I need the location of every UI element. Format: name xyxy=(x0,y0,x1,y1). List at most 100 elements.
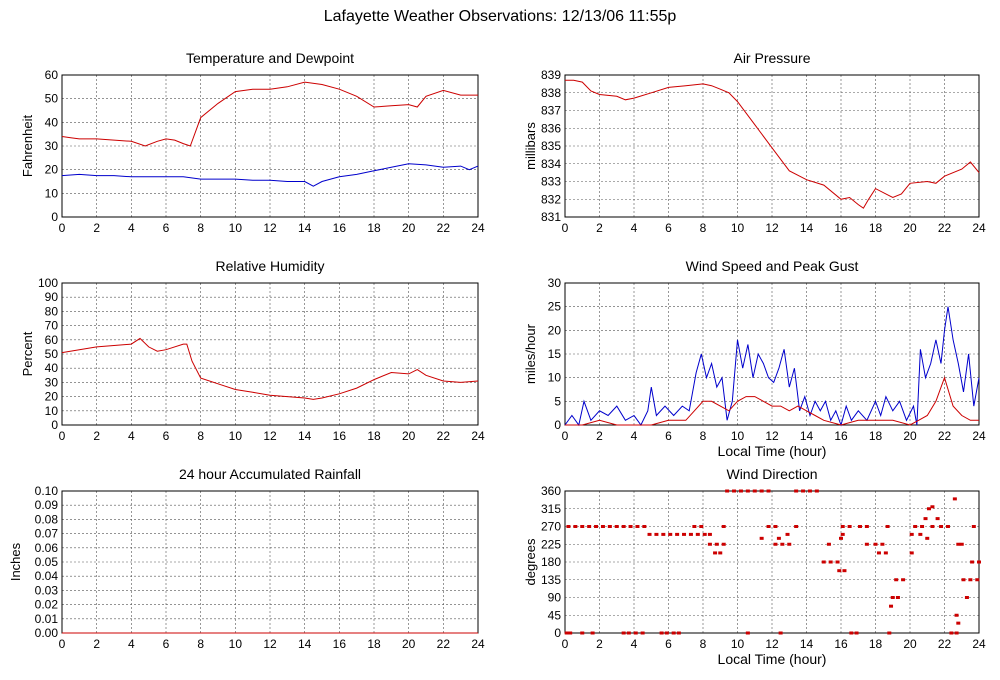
x-tick-label: 0 xyxy=(59,637,66,651)
plot-frame xyxy=(61,282,479,426)
x-tick-label: 20 xyxy=(903,429,917,443)
y-tick-label: 831 xyxy=(541,210,561,224)
data-point xyxy=(713,551,718,555)
data-point xyxy=(752,489,757,493)
y-tick-label: 40 xyxy=(45,115,59,129)
y-tick-label: 0 xyxy=(51,210,58,224)
y-tick-label: 135 xyxy=(541,573,561,587)
data-point xyxy=(826,542,831,546)
x-axis-label: Local Time (hour) xyxy=(718,651,827,667)
data-point xyxy=(780,542,785,546)
data-point xyxy=(807,489,812,493)
data-point xyxy=(628,525,633,528)
chart-title: Relative Humidity xyxy=(216,258,325,274)
data-point xyxy=(682,532,687,536)
x-tick-label: 14 xyxy=(298,221,312,235)
data-point xyxy=(787,542,792,546)
y-tick-label: 839 xyxy=(541,68,561,82)
data-point xyxy=(568,631,573,635)
x-tick-label: 10 xyxy=(229,637,243,651)
data-point xyxy=(564,631,569,635)
y-tick-label: 10 xyxy=(548,371,562,385)
y-tick-label: 0.06 xyxy=(35,541,59,555)
y-tick-label: 0.07 xyxy=(35,527,59,541)
x-tick-label: 24 xyxy=(471,429,485,443)
data-point xyxy=(909,551,914,555)
y-tick-label: 90 xyxy=(548,591,562,605)
x-tick-label: 2 xyxy=(596,429,603,443)
data-point xyxy=(849,631,854,635)
y-tick-label: 80 xyxy=(45,304,59,318)
y-tick-label: 836 xyxy=(541,121,561,135)
x-tick-label: 8 xyxy=(700,637,707,651)
data-point xyxy=(828,560,833,564)
x-tick-label: 16 xyxy=(834,637,848,651)
x-tick-label: 4 xyxy=(128,429,135,443)
data-point xyxy=(854,631,859,635)
x-tick-label: 4 xyxy=(631,221,638,235)
data-point xyxy=(977,560,981,564)
data-point xyxy=(773,542,778,546)
data-point xyxy=(961,578,966,582)
data-point xyxy=(964,596,969,599)
y-axis-label: Fahrenheit xyxy=(20,115,35,178)
y-tick-label: 0.03 xyxy=(35,583,59,597)
data-point xyxy=(692,525,697,528)
x-tick-label: 6 xyxy=(665,429,672,443)
x-tick-label: 22 xyxy=(938,429,952,443)
x-tick-label: 16 xyxy=(834,221,848,235)
series-line-1 xyxy=(61,81,478,147)
data-point xyxy=(778,631,783,635)
data-point xyxy=(621,631,626,635)
plot-frame xyxy=(564,74,980,218)
data-point xyxy=(821,560,826,564)
x-tick-label: 4 xyxy=(631,637,638,651)
x-tick-label: 10 xyxy=(731,637,745,651)
x-tick-label: 12 xyxy=(765,429,779,443)
data-point xyxy=(675,532,680,536)
x-tick-label: 4 xyxy=(128,221,135,235)
x-tick-label: 6 xyxy=(665,221,672,235)
x-tick-label: 10 xyxy=(229,429,243,443)
data-point xyxy=(594,525,599,528)
y-tick-label: 70 xyxy=(45,319,59,333)
data-point xyxy=(794,525,799,528)
y-tick-label: 30 xyxy=(45,375,59,389)
x-tick-label: 6 xyxy=(163,221,170,235)
x-tick-label: 12 xyxy=(263,221,277,235)
data-point xyxy=(930,525,935,528)
x-tick-label: 2 xyxy=(596,637,603,651)
data-point xyxy=(785,532,790,536)
data-point xyxy=(695,532,700,536)
y-tick-label: 20 xyxy=(45,163,59,177)
x-tick-label: 14 xyxy=(800,637,814,651)
y-tick-label: 45 xyxy=(548,608,562,622)
data-point xyxy=(918,532,923,536)
data-point xyxy=(873,542,878,546)
y-tick-label: 60 xyxy=(45,68,59,82)
data-point xyxy=(857,525,862,528)
y-tick-label: 50 xyxy=(45,347,59,361)
data-point xyxy=(725,489,730,493)
y-tick-label: 30 xyxy=(45,139,59,153)
data-point xyxy=(794,489,799,493)
x-tick-label: 0 xyxy=(562,429,569,443)
data-point xyxy=(633,631,638,635)
plot-frame xyxy=(564,282,980,426)
x-tick-label: 22 xyxy=(437,221,451,235)
x-tick-label: 14 xyxy=(800,429,814,443)
chart-title: 24 hour Accumulated Rainfall xyxy=(179,466,361,482)
y-tick-label: 0.00 xyxy=(35,626,59,640)
x-tick-label: 18 xyxy=(869,429,883,443)
data-point xyxy=(923,517,928,521)
data-point xyxy=(945,525,950,528)
chart-title: Wind Direction xyxy=(726,466,817,482)
data-point xyxy=(968,578,973,582)
data-point xyxy=(975,578,980,582)
y-axis-label: degrees xyxy=(523,538,538,585)
x-tick-label: 16 xyxy=(333,221,347,235)
x-tick-label: 22 xyxy=(437,429,451,443)
data-point xyxy=(889,604,894,608)
